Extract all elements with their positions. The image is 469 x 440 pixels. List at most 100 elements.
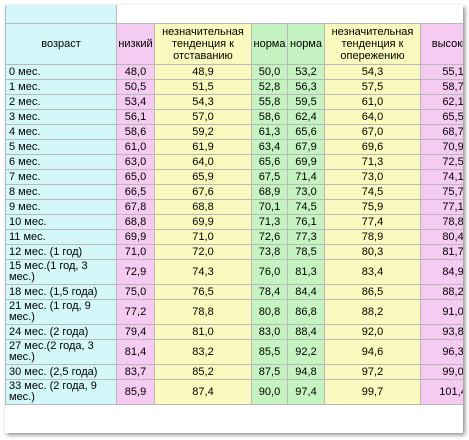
value-cell-norm-low: 55,8 xyxy=(251,94,288,110)
value-cell-slight-ahead: 54,3 xyxy=(324,64,421,80)
value-cell-norm-low: 90,0 xyxy=(251,379,288,405)
value-cell-slight-lag: 69,9 xyxy=(154,214,252,230)
value-cell-low: 83,7 xyxy=(116,364,155,380)
value-cell-norm-high: 71,4 xyxy=(287,169,325,185)
value-cell-high: 99,0 xyxy=(419,364,463,380)
age-cell: 0 мес. xyxy=(5,64,117,80)
value-cell-slight-ahead: 74,5 xyxy=(324,184,421,200)
header-high: высокий xyxy=(419,23,463,65)
value-cell-low: 72,9 xyxy=(116,259,155,285)
value-cell-slight-ahead: 83,4 xyxy=(324,259,421,285)
age-cell: 12 мес. (1 год) xyxy=(5,244,117,260)
value-cell-high: 72,5 xyxy=(419,154,463,170)
value-cell-high: 74,1 xyxy=(419,169,463,185)
table-row: 24 мес. (2 года) 79,4 81,0 83,0 88,4 92,0 93,8 xyxy=(5,324,463,340)
value-cell-low: 68,8 xyxy=(116,214,155,230)
value-cell-high: 62,1 xyxy=(419,94,463,110)
value-cell-norm-high: 77,3 xyxy=(287,229,325,245)
value-cell-slight-lag: 87,4 xyxy=(154,379,252,405)
value-cell-slight-ahead: 88,2 xyxy=(324,299,421,325)
value-cell-low: 79,4 xyxy=(116,324,155,340)
table-row: 3 мес. 56,1 57,0 58,6 62,4 64,0 65,5 xyxy=(5,109,463,125)
value-cell-slight-ahead: 73,0 xyxy=(324,169,421,185)
top-strip-age-cell xyxy=(5,5,117,24)
value-cell-low: 63,0 xyxy=(116,154,155,170)
value-cell-high: 88,2 xyxy=(419,284,463,300)
age-cell: 9 мес. xyxy=(5,199,117,215)
age-cell: 30 мес. (2,5 года) xyxy=(5,364,117,380)
value-cell-norm-low: 76,0 xyxy=(251,259,288,285)
top-strip-blank xyxy=(115,5,463,24)
value-cell-high: 91,0 xyxy=(419,299,463,325)
value-cell-norm-high: 62,4 xyxy=(287,109,325,125)
value-cell-low: 85,9 xyxy=(116,379,155,405)
value-cell-norm-low: 52,8 xyxy=(251,79,288,95)
value-cell-slight-lag: 51,5 xyxy=(154,79,252,95)
value-cell-low: 77,2 xyxy=(116,299,155,325)
table-row: 21 мес. (1 год, 9 мес.) 77,2 78,8 80,8 86,8 8… xyxy=(5,299,463,325)
age-cell: 24 мес. (2 года) xyxy=(5,324,117,340)
value-cell-slight-ahead: 61,0 xyxy=(324,94,421,110)
value-cell-slight-ahead: 71,3 xyxy=(324,154,421,170)
value-cell-low: 67,8 xyxy=(116,199,155,215)
value-cell-norm-high: 76,1 xyxy=(287,214,325,230)
value-cell-norm-low: 80,8 xyxy=(251,299,288,325)
value-cell-slight-ahead: 77,4 xyxy=(324,214,421,230)
value-cell-norm-high: 78,5 xyxy=(287,244,325,260)
value-cell-norm-low: 67,5 xyxy=(251,169,288,185)
value-cell-slight-ahead: 75,9 xyxy=(324,199,421,215)
age-cell: 33 мес. (2 года, 9 мес.) xyxy=(5,379,117,405)
value-cell-norm-high: 59,5 xyxy=(287,94,325,110)
value-cell-norm-high: 56,3 xyxy=(287,79,325,95)
age-cell: 27 мес.(2 года, 3 мес.) xyxy=(5,339,117,365)
age-cell: 7 мес. xyxy=(5,169,117,185)
header-norm-low: норма xyxy=(251,23,288,65)
age-cell: 15 мес.(1 год, 3 мес.) xyxy=(5,259,117,285)
value-cell-high: 84,9 xyxy=(419,259,463,285)
value-cell-high: 75,7 xyxy=(419,184,463,200)
value-cell-low: 61,0 xyxy=(116,139,155,155)
value-cell-norm-low: 65,6 xyxy=(251,154,288,170)
value-cell-slight-ahead: 94,6 xyxy=(324,339,421,365)
value-cell-high: 68,7 xyxy=(419,124,463,140)
value-cell-norm-high: 86,8 xyxy=(287,299,325,325)
age-cell: 6 мес. xyxy=(5,154,117,170)
value-cell-slight-lag: 72,0 xyxy=(154,244,252,260)
header-low: низкий xyxy=(116,23,155,65)
value-cell-slight-ahead: 99,7 xyxy=(324,379,421,405)
value-cell-slight-lag: 64,0 xyxy=(154,154,252,170)
value-cell-slight-ahead: 92,0 xyxy=(324,324,421,340)
value-cell-norm-low: 68,9 xyxy=(251,184,288,200)
value-cell-norm-low: 78,4 xyxy=(251,284,288,300)
value-cell-slight-lag: 65,9 xyxy=(154,169,252,185)
value-cell-low: 71,0 xyxy=(116,244,155,260)
table-row: 9 мес. 67,8 68,8 70,1 74,5 75,9 77,1 xyxy=(5,199,463,215)
value-cell-low: 53,4 xyxy=(116,94,155,110)
table-row: 7 мес. 65,0 65,9 67,5 71,4 73,0 74,1 xyxy=(5,169,463,185)
top-strip xyxy=(5,5,463,24)
table-row: 12 мес. (1 год) 71,0 72,0 73,8 78,5 80,3 81,7 xyxy=(5,244,463,260)
value-cell-low: 56,1 xyxy=(116,109,155,125)
header-slight-ahead: незначительная тенденция к опережению xyxy=(324,23,421,65)
value-cell-low: 50,5 xyxy=(116,79,155,95)
header-age: возраст xyxy=(5,23,117,65)
value-cell-high: 81,7 xyxy=(419,244,463,260)
table-row: 18 мес. (1,5 года) 75,0 76,5 78,4 84,4 86,5 88… xyxy=(5,284,463,300)
value-cell-slight-lag: 67,6 xyxy=(154,184,252,200)
value-cell-norm-low: 85,5 xyxy=(251,339,288,365)
value-cell-low: 75,0 xyxy=(116,284,155,300)
growth-table: возраст низкий незначительная тенденция … xyxy=(5,5,463,405)
age-cell: 3 мес. xyxy=(5,109,117,125)
value-cell-low: 58,6 xyxy=(116,124,155,140)
value-cell-slight-lag: 68,8 xyxy=(154,199,252,215)
value-cell-high: 78,8 xyxy=(419,214,463,230)
value-cell-high: 55,1 xyxy=(419,64,463,80)
value-cell-slight-lag: 76,5 xyxy=(154,284,252,300)
value-cell-norm-high: 81,3 xyxy=(287,259,325,285)
age-cell: 4 мес. xyxy=(5,124,117,140)
value-cell-slight-lag: 59,2 xyxy=(154,124,252,140)
value-cell-slight-ahead: 64,0 xyxy=(324,109,421,125)
value-cell-norm-low: 63,4 xyxy=(251,139,288,155)
table-row: 4 мес. 58,6 59,2 61,3 65,6 67,0 68,7 xyxy=(5,124,463,140)
value-cell-slight-ahead: 86,5 xyxy=(324,284,421,300)
